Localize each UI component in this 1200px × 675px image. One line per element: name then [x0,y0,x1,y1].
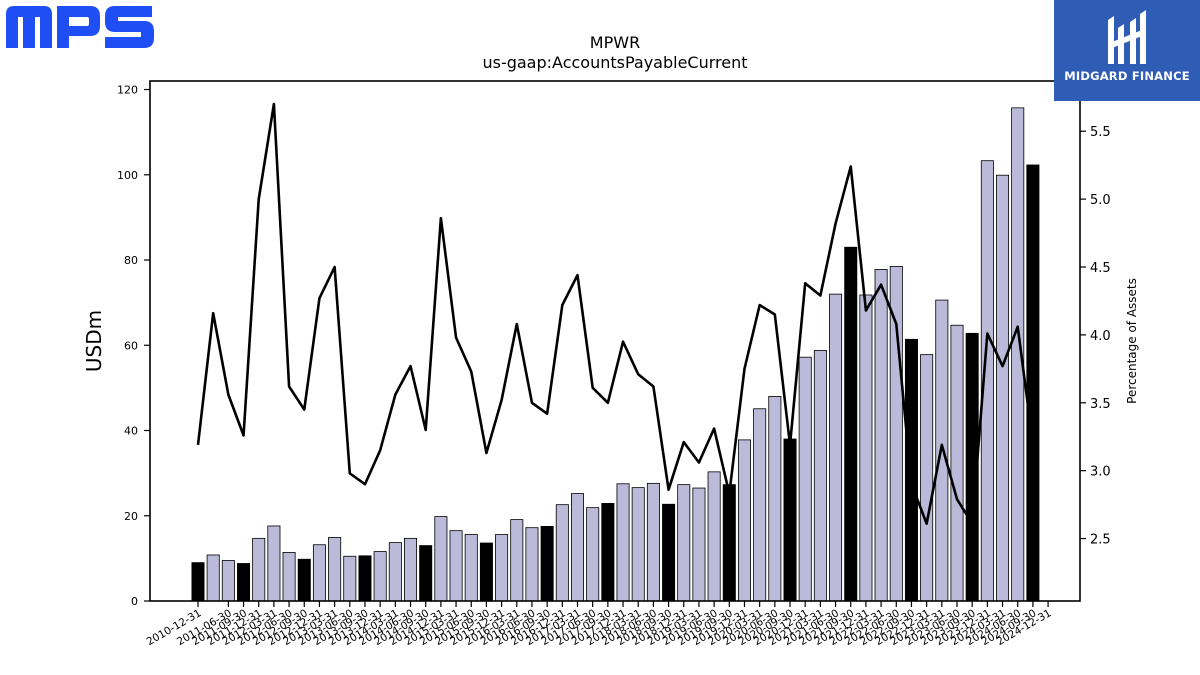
y-tick-label: 80 [124,254,138,267]
bar-2010-12-31 [191,562,205,602]
y2-tick-label: 5.0 [1090,193,1111,208]
y2-tick-label: 5.5 [1090,125,1111,140]
bar-2017-12-31 [616,483,630,602]
midgard-finance-logo: MIDGARD FINANCE [1054,0,1200,101]
bar-2022-03-31 [874,268,888,602]
bar-2014-06-30 [404,537,418,602]
y2-axis-label: Percentage of Assets [1125,278,1139,404]
bar-2014-03-31 [388,542,402,602]
x-axis-ticks: 2010-12-312011-06-302011-09-302011-12-31… [145,601,1054,648]
y2-tick-label: 4.0 [1090,329,1111,344]
y-axis-ticks: 0 20 40 60 80 100 120 [117,84,150,608]
bar-series [191,107,1040,602]
y-tick-label: 100 [117,169,138,182]
chart-subtitle: us-gaap:AccountsPayableCurrent [482,53,747,72]
bar-2018-09-30 [662,503,676,602]
y2-axis-ticks: 2.5 3.0 3.5 4.0 4.5 5.0 5.5 [1080,125,1111,548]
bar-2013-06-30 [343,555,357,602]
bar-2012-03-31 [267,525,281,602]
bar-2011-12-31 [252,537,266,602]
bar-2016-09-30 [540,526,554,602]
bar-2021-03-31 [813,349,827,602]
bar-2018-12-31 [677,484,691,602]
bar-2012-09-30 [297,558,311,602]
bar-2018-06-30 [646,482,660,602]
y-tick-label: 20 [124,510,138,523]
bar-2013-09-30 [358,555,372,602]
bar-2015-03-31 [449,530,463,602]
bar-2016-03-31 [510,519,524,602]
bar-2019-12-31 [737,439,751,602]
bar-2014-12-31 [434,516,448,602]
bar-2019-03-31 [692,487,706,602]
bar-2019-06-30 [707,471,721,602]
bar-2019-09-30 [722,484,736,602]
bar-2018-03-31 [631,487,645,602]
bar-2022-09-30 [904,338,918,602]
bar-2011-06-30 [221,560,235,602]
bar-2021-09-30 [844,246,858,602]
y-tick-label: 40 [124,425,138,438]
percentage-of-assets-line [196,102,1035,525]
bar-2024-03-31 [996,174,1010,602]
y-tick-label: 0 [131,595,138,608]
bar-2013-03-31 [328,537,342,602]
mps-logo [6,6,154,48]
bar-2012-06-30 [282,552,296,602]
plot-frame [149,80,1081,602]
bar-2015-09-30 [479,542,493,602]
bar-2015-06-30 [464,534,478,602]
bar-2017-09-30 [601,502,615,602]
bar-2017-03-31 [571,493,585,602]
y-axis-label: USDm [82,310,106,372]
bar-2017-06-30 [586,507,600,602]
bar-2015-12-31 [495,534,509,602]
bar-2014-09-30 [419,545,433,602]
bar-2020-03-31 [753,408,767,602]
bar-2021-12-31 [859,294,873,602]
y-tick-label: 60 [124,339,138,352]
bar-2016-12-31 [555,504,569,602]
bar-2023-06-30 [950,324,964,602]
bar-2020-06-30 [768,396,782,602]
bar-2016-06-30 [525,527,539,602]
bar-2020-09-30 [783,438,797,602]
bar-2012-12-31 [312,544,326,602]
y2-tick-label: 3.0 [1090,465,1111,480]
bar-2024-09-30 [1026,164,1040,602]
midgard-finance-label: MIDGARD FINANCE [1064,69,1190,83]
bar-2020-12-31 [798,356,812,602]
y2-tick-label: 2.5 [1090,533,1111,548]
chart-title: MPWR [590,33,640,52]
y-tick-label: 120 [117,84,138,97]
bar-2021-06-30 [829,293,843,602]
line-series [196,102,1035,525]
bar-2022-06-30 [889,266,903,602]
y2-tick-label: 4.5 [1090,261,1111,276]
bar-2013-12-31 [373,551,387,602]
bar-2022-12-31 [920,354,934,602]
axes [149,80,1081,602]
y2-tick-label: 3.5 [1090,397,1111,412]
bar-2011-09-30 [237,563,251,602]
bar-2011-03-31 [206,554,220,602]
midgard-emblem-icon [1108,10,1146,64]
